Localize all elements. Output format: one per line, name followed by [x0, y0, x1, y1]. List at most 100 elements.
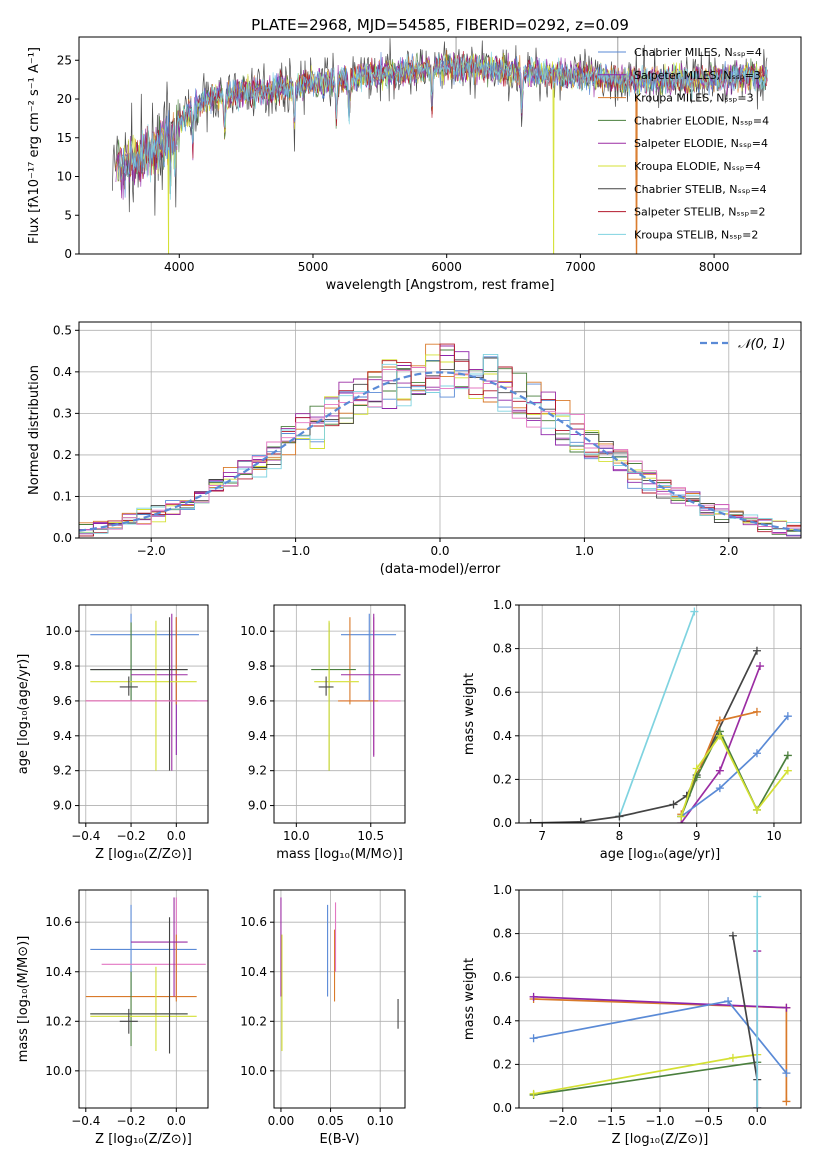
weight-marker-chabrier_stelib — [669, 800, 678, 809]
y-tick-label: 9.4 — [53, 729, 72, 743]
legend-label-chabrier_stelib: Chabrier STELIB, Nₛₛₚ=4 — [634, 183, 767, 196]
plot-area — [85, 897, 206, 1054]
weight-marker-kroupa_elodie — [783, 766, 792, 775]
y-tick-label: 5 — [64, 208, 72, 222]
x-axis-label: Z [log₁₀(Z/Z⊙)] — [95, 847, 192, 862]
x-axis-label: mass [log₁₀(M/M⊙)] — [276, 847, 403, 862]
y-tick-label: 0.2 — [493, 1057, 512, 1071]
weight-marker-kroupa_stelib — [753, 1104, 762, 1108]
y-axis-label: mass weight — [462, 673, 477, 755]
histogram-step-kroupa_stelib — [79, 353, 801, 538]
plot-area — [526, 607, 792, 823]
axes-frame — [78, 604, 209, 824]
weight-marker-chabrier_miles — [529, 1034, 538, 1043]
x-tick-label: 8 — [616, 829, 624, 843]
weight-marker-salpeter_elodie — [756, 662, 765, 671]
y-tick-label: 0.6 — [493, 970, 512, 984]
x-tick-label: 8000 — [699, 260, 730, 274]
x-axis-label: (data-model)/error — [380, 562, 501, 577]
plot-area — [280, 897, 399, 1052]
x-tick-label: −1.0 — [281, 544, 310, 558]
x-axis-label: wavelength [Angstrom, rest frame] — [326, 278, 555, 293]
weight-marker-kroupa_elodie — [752, 805, 761, 814]
weight-marker-kroupa_stelib — [690, 607, 699, 616]
y-axis-label: age [log₁₀(age/yr)] — [16, 654, 31, 775]
weight-line-kroupa_elodie — [533, 1053, 758, 1095]
x-tick-label: −0.4 — [71, 829, 100, 843]
y-tick-label: 15 — [57, 131, 72, 145]
panel-mass_vs_ebv: 0.00 0.05 0.10 10.0 10.2 10.4 10.6 E(B-V) — [240, 889, 406, 1147]
axes-frame — [273, 604, 406, 824]
x-axis-label: Z [log₁₀(Z/Z⊙)] — [95, 1132, 192, 1147]
y-tick-label: 10.0 — [240, 624, 267, 638]
axes-frame — [518, 604, 802, 824]
panel-age_vs_mass: 10.0 10.5 9.0 9.2 9.4 9.6 9.8 10.0 mass [log₁₀(M… — [240, 604, 406, 862]
figure-title: PLATE=2968, MJD=54585, FIBERID=0292, z=0… — [251, 16, 629, 34]
legend-label-chabrier_elodie: Chabrier ELODIE, Nₛₛₚ=4 — [634, 114, 769, 127]
weight-marker-chabrier_miles — [715, 784, 724, 793]
axes-frame — [78, 36, 802, 255]
x-tick-label: 0.0 — [167, 829, 186, 843]
weight-marker-chabrier_stelib — [752, 646, 761, 655]
y-axis-label: Normed distribution — [27, 365, 42, 495]
weight-marker-kroupa_elodie — [692, 764, 701, 773]
x-tick-label: −1.0 — [645, 1114, 674, 1128]
plot-area — [79, 343, 801, 538]
panel-mass_weight_vs_age: 7 8 9 10 0.0 0.2 0.4 0.6 0.8 1.0 age [log₁₀(age/yr… — [462, 598, 802, 862]
weight-marker-kroupa_stelib — [753, 892, 762, 901]
weight-marker-chabrier_miles — [752, 749, 761, 758]
weight-marker-kroupa_miles — [752, 707, 761, 716]
y-tick-label: 1.0 — [493, 598, 512, 612]
axes-frame — [518, 889, 802, 1109]
y-tick-label: 9.0 — [53, 799, 72, 813]
weight-marker-salpeter_miles — [529, 992, 538, 1001]
y-tick-label: 0.5 — [53, 323, 72, 337]
x-tick-label: −2.0 — [137, 544, 166, 558]
y-tick-label: 9.0 — [248, 799, 267, 813]
x-axis-label: Z [log₁₀(Z/Z⊙)] — [612, 1132, 709, 1147]
y-tick-label: 0.0 — [53, 531, 72, 545]
weight-marker-kroupa_elodie — [529, 1089, 538, 1098]
x-tick-label: 9 — [693, 829, 701, 843]
y-tick-label: 0.2 — [493, 772, 512, 786]
axes-frame — [273, 889, 406, 1109]
legend-label-salpeter_stelib: Salpeter STELIB, Nₛₛₚ=2 — [634, 206, 766, 219]
weight-marker-chabrier_stelib — [576, 817, 585, 823]
weight-line-chabrier_elodie — [533, 1061, 758, 1096]
y-tick-label: 0.6 — [493, 685, 512, 699]
weight-marker-salpeter_elodie — [715, 766, 724, 775]
y-tick-label: 9.2 — [248, 764, 267, 778]
y-axis-label: mass weight — [462, 958, 477, 1040]
y-tick-label: 0.1 — [53, 489, 72, 503]
x-tick-label: 7 — [538, 829, 546, 843]
axes-frame — [78, 321, 802, 539]
y-tick-label: 0.0 — [493, 1101, 512, 1115]
y-tick-label: 9.8 — [53, 659, 72, 673]
y-tick-label: 0.8 — [493, 927, 512, 941]
plot-area — [85, 613, 208, 771]
x-tick-label: −1.5 — [597, 1114, 626, 1128]
y-tick-label: 9.6 — [248, 694, 267, 708]
x-axis-label: E(B-V) — [319, 1132, 359, 1147]
y-tick-label: 0.4 — [493, 729, 512, 743]
x-tick-label: 0.00 — [268, 1114, 295, 1128]
x-tick-label: 10 — [766, 829, 781, 843]
y-tick-label: 9.6 — [53, 694, 72, 708]
plot-area — [529, 892, 791, 1108]
weight-marker-chabrier_miles — [783, 712, 792, 721]
legend-label-kroupa_elodie: Kroupa ELODIE, Nₛₛₚ=4 — [634, 160, 761, 173]
y-axis-label: mass [log₁₀(M/M⊙)] — [16, 936, 31, 1063]
x-axis-label: age [log₁₀(age/yr)] — [600, 847, 721, 862]
x-tick-label: 6000 — [431, 260, 462, 274]
x-tick-label: 0.0 — [430, 544, 449, 558]
y-axis-label: Flux [fλ10⁻¹⁷ erg cm⁻² s⁻¹ A⁻¹] — [27, 47, 42, 244]
weight-marker-chabrier_stelib — [526, 819, 535, 823]
y-tick-label: 0 — [64, 247, 72, 261]
x-tick-label: 0.10 — [367, 1114, 394, 1128]
x-tick-label: 10.5 — [357, 829, 384, 843]
legend-label-chabrier_miles: Chabrier MILES, Nₛₛₚ=4 — [634, 46, 762, 59]
legend-label-salpeter_elodie: Salpeter ELODIE, Nₛₛₚ=4 — [634, 137, 768, 150]
x-tick-label: 5000 — [298, 260, 329, 274]
weight-marker-chabrier_stelib — [615, 812, 624, 821]
